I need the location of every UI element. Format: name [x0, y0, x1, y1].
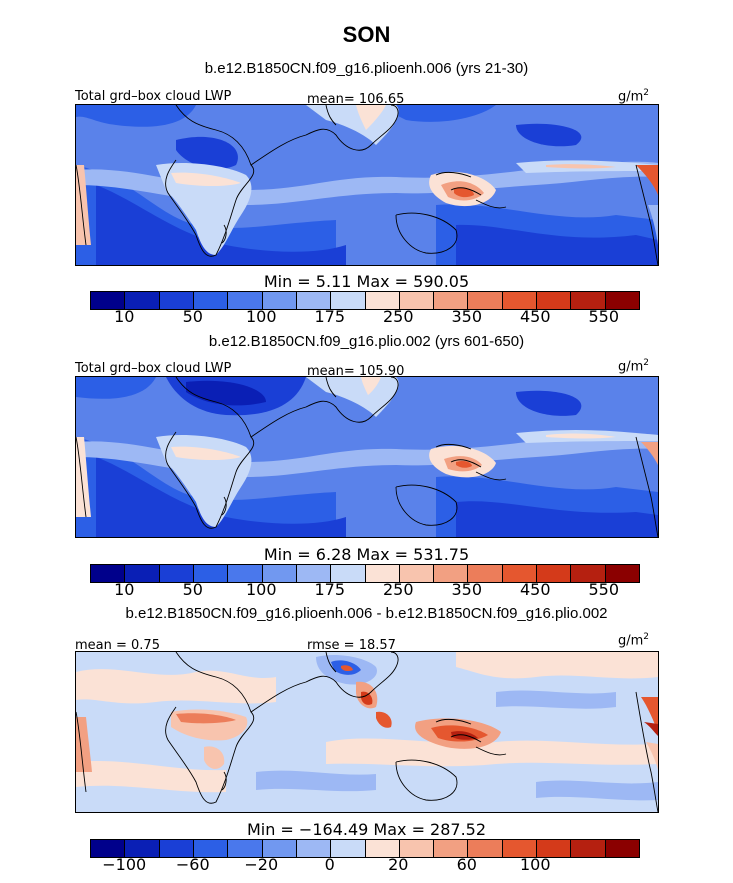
panel-3-rmse-label: rmse = 18.57 [307, 638, 396, 653]
panel-1-colorbar [90, 291, 640, 310]
panel-2-colorbar-tick-label: 450 [519, 580, 551, 599]
panel-1-units-label: g/m2 [618, 88, 650, 105]
panel-1-colorbar-tick-label: 350 [451, 307, 483, 326]
panel-1-colorbar-swatch [434, 292, 469, 309]
panel-3-map-field [76, 652, 658, 812]
panel-3-colorbar-swatch [571, 840, 606, 857]
panel-2-min-max: Min = 6.28 Max = 531.75 [263, 545, 470, 564]
panel-2-mean-label: mean= 105.90 [307, 364, 405, 379]
panel-1-colorbar-tick-label: 550 [588, 307, 620, 326]
panel-3-colorbar-tick-label: −100 [102, 855, 147, 874]
panel-3-colorbar-swatch [434, 840, 469, 857]
panel-1-min-max: Min = 5.11 Max = 590.05 [263, 272, 470, 291]
panel-2-colorbar-swatch [468, 565, 503, 582]
panel-1-colorbar-swatch [91, 292, 126, 309]
panel-2-units-label: g/m2 [618, 358, 650, 375]
panel-1-colorbar-swatch [571, 292, 606, 309]
panel-1-colorbar-swatch [262, 292, 297, 309]
panel-1-colorbar-swatch [193, 292, 229, 309]
panel-3-colorbar-swatch [296, 840, 332, 857]
panel-2-colorbar-swatch [159, 565, 194, 582]
panel-1-run-title: b.e12.B1850CN.f09_g16.plioenh.006 (yrs 2… [204, 60, 529, 77]
panel-2-map [75, 376, 659, 538]
panel-2-colorbar-tick-label: 250 [382, 580, 414, 599]
panel-2-colorbar-ticks: 10 50 100 175 250 350 450 550 [90, 580, 638, 600]
panel-3-colorbar-swatch [399, 840, 435, 857]
panel-1-variable-label: Total grd–box cloud LWP [75, 89, 232, 104]
panel-1-colorbar-swatch [125, 292, 160, 309]
panel-3-colorbar-swatch [331, 840, 366, 857]
panel-2-colorbar-tick-label: 175 [314, 580, 346, 599]
panel-1-colorbar-tick-label: 250 [382, 307, 414, 326]
panel-3-colorbar-swatch [228, 840, 263, 857]
panel-3-units-label: g/m2 [618, 632, 650, 649]
panel-1-colorbar-tick-label: 50 [182, 307, 203, 326]
panel-2-colorbar-swatch [537, 565, 572, 582]
panel-1-colorbar-swatch [605, 292, 639, 309]
panel-2-colorbar-swatch [434, 565, 469, 582]
panel-2-colorbar-tick-label: 550 [588, 580, 620, 599]
panel-2-variable-label: Total grd–box cloud LWP [75, 361, 232, 376]
panel-2-run-title: b.e12.B1850CN.f09_g16.plio.002 (yrs 601-… [208, 333, 525, 350]
panel-2-colorbar-swatch [502, 565, 538, 582]
panel-3-colorbar-swatch [125, 840, 160, 857]
panel-3-colorbar-swatch [365, 840, 400, 857]
panel-3-colorbar-tick-label: −20 [244, 855, 279, 874]
panel-3-colorbar-swatch [262, 840, 297, 857]
panel-2-colorbar-swatch [365, 565, 400, 582]
panel-2-colorbar-swatch [331, 565, 366, 582]
panel-3-colorbar-swatch [468, 840, 503, 857]
panel-1-colorbar-swatch [502, 292, 538, 309]
panel-3-run-title: b.e12.B1850CN.f09_g16.plioenh.006 - b.e1… [125, 605, 608, 622]
panel-2-colorbar-tick-label: 350 [451, 580, 483, 599]
panel-1-colorbar-swatch [159, 292, 194, 309]
panel-3-colorbar-swatch [537, 840, 572, 857]
panel-3-colorbar-swatch [605, 840, 639, 857]
panel-3-colorbar [90, 839, 640, 858]
panel-1-colorbar-swatch [399, 292, 435, 309]
panel-1-colorbar-swatch [296, 292, 332, 309]
panel-2-colorbar-tick-label: 50 [182, 580, 203, 599]
panel-2-colorbar-tick-label: 100 [245, 580, 277, 599]
panel-1-colorbar-tick-label: 10 [114, 307, 135, 326]
panel-1-colorbar-swatch [331, 292, 366, 309]
panel-2-colorbar-swatch [296, 565, 332, 582]
panel-1-colorbar-swatch [537, 292, 572, 309]
panel-3-mean-label: mean = 0.75 [75, 638, 160, 653]
panel-2-colorbar-swatch [125, 565, 160, 582]
panel-3-colorbar-swatch [159, 840, 194, 857]
panel-3-colorbar-tick-label: 60 [456, 855, 477, 874]
panel-1-colorbar-tick-label: 100 [245, 307, 277, 326]
panel-2-colorbar-swatch [193, 565, 229, 582]
panel-1-colorbar-ticks: 10 50 100 175 250 350 450 550 [90, 307, 638, 327]
panel-1-map [75, 104, 659, 266]
panel-3-colorbar-tick-label: −60 [175, 855, 210, 874]
panel-1-map-field [76, 105, 658, 265]
panel-3-colorbar-tick-label: 0 [324, 855, 335, 874]
panel-3-colorbar-swatch [91, 840, 126, 857]
panel-1-colorbar-swatch [228, 292, 263, 309]
panel-2-colorbar-swatch [605, 565, 639, 582]
panel-1-colorbar-swatch [365, 292, 400, 309]
panel-3-colorbar-tick-label: 20 [388, 855, 409, 874]
panel-3-colorbar-ticks: −100 −60 −20 0 20 60 100 [90, 855, 638, 875]
figure-title: SON [342, 22, 391, 47]
panel-3-min-max: Min = −164.49 Max = 287.52 [246, 820, 487, 839]
panel-2-colorbar [90, 564, 640, 583]
panel-1-colorbar-swatch [468, 292, 503, 309]
panel-2-colorbar-swatch [91, 565, 126, 582]
panel-3-colorbar-tick-label: 100 [519, 855, 551, 874]
panel-3-colorbar-swatch [193, 840, 229, 857]
panel-2-colorbar-swatch [399, 565, 435, 582]
panel-1-colorbar-tick-label: 450 [519, 307, 551, 326]
panel-1-colorbar-tick-label: 175 [314, 307, 346, 326]
panel-1-mean-label: mean= 106.65 [307, 92, 405, 107]
panel-2-colorbar-tick-label: 10 [114, 580, 135, 599]
panel-2-colorbar-swatch [262, 565, 297, 582]
panel-2-colorbar-swatch [228, 565, 263, 582]
panel-3-colorbar-swatch [502, 840, 538, 857]
panel-3-map [75, 651, 659, 813]
panel-2-map-field [76, 377, 658, 537]
panel-2-colorbar-swatch [571, 565, 606, 582]
